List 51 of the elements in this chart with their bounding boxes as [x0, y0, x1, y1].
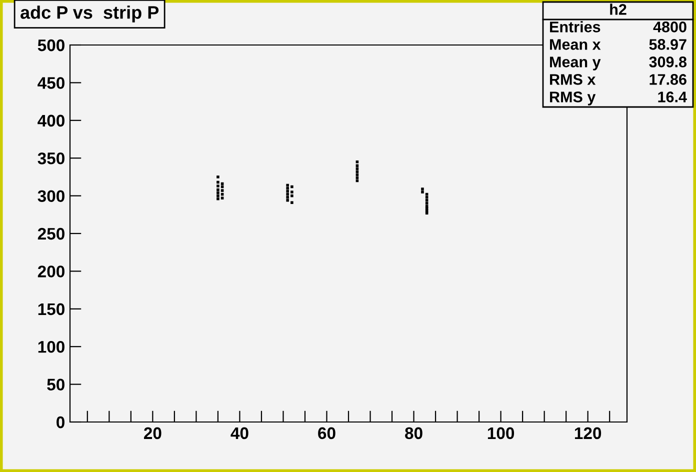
point: [216, 188, 220, 192]
annotation: RMS y: [550, 92, 596, 106]
x-tick-label: 20: [144, 427, 162, 440]
annotation: RMS x: [550, 74, 596, 85]
point: [216, 176, 220, 178]
y-tick-label: 0: [56, 416, 64, 428]
point: [290, 190, 294, 194]
point: [286, 186, 289, 190]
point: [286, 190, 289, 193]
x-tick-label: 120: [574, 427, 602, 440]
point: [356, 160, 359, 164]
point: [290, 201, 294, 204]
point: [290, 194, 294, 198]
text: Entries: [550, 21, 600, 32]
point: [216, 194, 220, 198]
point: [421, 190, 424, 194]
chart-title: adc P vs strip P: [20, 6, 159, 22]
point: [290, 185, 294, 188]
y-tick-label: 100: [38, 341, 64, 353]
point: [220, 196, 224, 200]
y-tick-label: 450: [38, 77, 64, 89]
text: 4800: [653, 22, 686, 32]
text: 17.86: [650, 74, 686, 85]
point: [216, 191, 220, 194]
y-tick-label: 250: [38, 228, 64, 240]
x-tick-label: 40: [230, 427, 248, 440]
point: [216, 197, 220, 200]
point: [216, 184, 220, 188]
text: 16.4: [658, 92, 687, 102]
x-tick-label: 80: [405, 427, 422, 440]
y-tick-label: 500: [38, 39, 64, 52]
point: [220, 189, 224, 192]
point: [286, 198, 289, 202]
point: [286, 184, 289, 187]
annotation: Mean y: [550, 56, 601, 70]
text: 309.8: [649, 56, 687, 68]
y-tick-label: 50: [47, 378, 64, 391]
y-tick-label: 400: [38, 114, 64, 127]
point: [216, 180, 220, 184]
x-tick-label: 100: [488, 427, 514, 440]
y-tick-label: 300: [38, 190, 64, 202]
x-tick-label: 60: [318, 427, 336, 440]
y-tick-label: 150: [38, 303, 64, 316]
y-tick-label: 200: [38, 266, 64, 278]
text: 58.97: [649, 39, 686, 50]
point: [286, 192, 289, 196]
point: [286, 196, 289, 199]
y-tick-label: 350: [38, 152, 64, 164]
text: h2: [610, 4, 626, 15]
annotation: Mean x: [550, 39, 601, 50]
point: [421, 188, 424, 190]
